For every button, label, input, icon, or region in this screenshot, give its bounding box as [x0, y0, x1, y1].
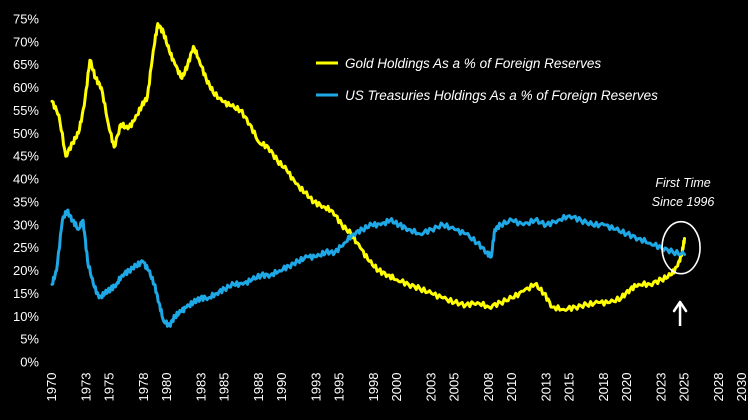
- x-tick-label: 2003: [424, 373, 439, 402]
- y-tick-label: 15%: [13, 286, 39, 301]
- y-tick-label: 45%: [13, 149, 39, 164]
- x-tick-label: 2015: [562, 373, 577, 402]
- x-tick-label: 1978: [136, 373, 151, 402]
- y-tick-label: 20%: [13, 263, 39, 278]
- y-tick-label: 40%: [13, 172, 39, 187]
- x-tick-label: 2020: [619, 373, 634, 402]
- annotation-text-line1: First Time: [655, 176, 710, 190]
- y-tick-label: 25%: [13, 240, 39, 255]
- x-tick-label: 2005: [447, 373, 462, 402]
- x-tick-label: 1970: [44, 373, 59, 402]
- y-tick-label: 65%: [13, 57, 39, 72]
- x-tick-label: 2023: [654, 373, 669, 402]
- x-tick-label: 2013: [539, 373, 554, 402]
- x-tick-label: 2000: [389, 373, 404, 402]
- x-tick-label: 2028: [711, 373, 726, 402]
- first-time-annotation: First Time Since 1996: [652, 176, 715, 326]
- x-tick-label: 1980: [159, 373, 174, 402]
- legend-label: Gold Holdings As a % of Foreign Reserves: [345, 56, 601, 71]
- y-tick-label: 50%: [13, 126, 39, 141]
- series-lines: [50, 22, 686, 328]
- x-tick-label: 2030: [734, 373, 748, 402]
- x-tick-label: 2008: [481, 373, 496, 402]
- y-tick-label: 5%: [20, 332, 39, 347]
- y-axis-tick-labels: 0% 5% 10% 15% 20% 25% 30% 35% 40% 45% 50% 55% 60% 65%…: [13, 12, 39, 370]
- annotation-circle: [661, 220, 701, 275]
- annotation-arrow-head: [672, 300, 688, 313]
- x-tick-label: 2018: [596, 373, 611, 402]
- series-line: [50, 22, 686, 312]
- series-line: [50, 208, 686, 328]
- x-tick-label: 2010: [504, 373, 519, 402]
- x-tick-label: 1988: [251, 373, 266, 402]
- y-tick-label: 0%: [20, 355, 39, 370]
- x-tick-label: 1998: [366, 373, 381, 402]
- y-tick-label: 55%: [13, 103, 39, 118]
- x-tick-label: 1983: [194, 373, 209, 402]
- legend: Gold Holdings As a % of Foreign Reserves…: [316, 56, 658, 103]
- x-tick-label: 2025: [677, 373, 692, 402]
- annotation-text-line2: Since 1996: [652, 195, 715, 209]
- x-tick-label: 1990: [274, 373, 289, 402]
- y-tick-label: 10%: [13, 309, 39, 324]
- y-tick-label: 35%: [13, 194, 39, 209]
- x-tick-label: 1993: [309, 373, 324, 402]
- y-tick-label: 75%: [13, 12, 39, 27]
- y-tick-label: 70%: [13, 34, 39, 49]
- legend-label: US Treasuries Holdings As a % of Foreign…: [345, 88, 658, 103]
- x-axis-tick-labels: 1970 1973 1975 1978 1980 1983 1985 1988 1990 1993…: [44, 373, 748, 402]
- y-tick-label: 60%: [13, 80, 39, 95]
- x-tick-label: 1995: [332, 373, 347, 402]
- x-tick-label: 1975: [102, 373, 117, 402]
- y-tick-label: 30%: [13, 217, 39, 232]
- x-tick-label: 1973: [79, 373, 94, 402]
- x-tick-label: 1985: [217, 373, 232, 402]
